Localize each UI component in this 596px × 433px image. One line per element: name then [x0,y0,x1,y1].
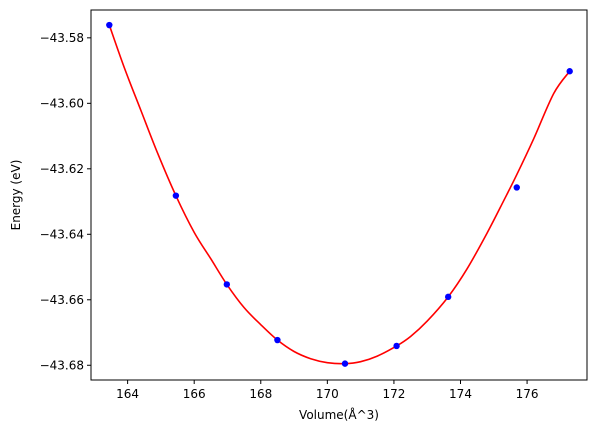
data-point [513,184,520,191]
y-tick-label: −43.60 [40,96,84,110]
x-axis: 164 166 168 170 172 174 176 [116,380,539,401]
data-point [393,342,400,350]
y-tick-label: −43.58 [40,31,84,45]
y-axis-label: Energy (eV) [9,160,23,231]
x-tick-label: 172 [382,387,405,401]
x-axis-label: Volume(Å^3) [299,407,379,422]
data-point [106,21,113,29]
fit-curve-line [108,24,571,365]
data-point [566,68,573,75]
data-point [223,281,231,288]
plot-area [106,21,573,367]
axes-frame [90,9,588,381]
x-tick-label: 168 [249,387,272,401]
y-tick-label: −43.66 [40,293,84,307]
data-point [172,192,180,199]
y-tick-label: −43.64 [40,227,84,241]
y-axis: −43.58 −43.60 −43.62 −43.64 −43.66 −43.68 [40,31,91,372]
y-tick-label: −43.68 [40,358,84,372]
data-point [274,336,281,344]
x-tick-label: 166 [183,387,206,401]
y-tick-label: −43.62 [40,162,84,176]
x-tick-label: 170 [316,387,339,401]
x-tick-label: 174 [449,387,472,401]
data-point [444,293,452,301]
x-tick-label: 176 [516,387,539,401]
x-tick-label: 164 [116,387,139,401]
data-point [341,360,349,367]
